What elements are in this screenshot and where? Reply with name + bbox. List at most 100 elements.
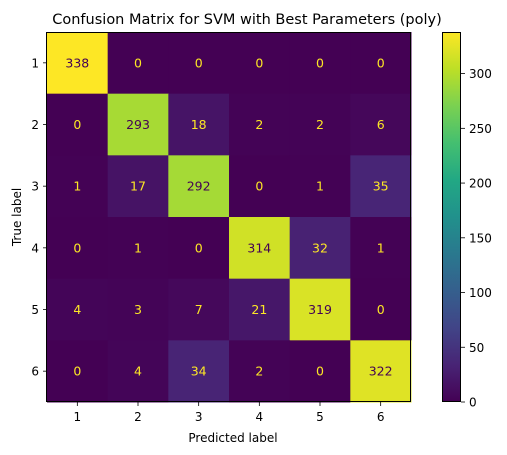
heatmap-cell [107,155,169,218]
x-tick-label: 5 [316,410,324,424]
cell-value-label: 338 [65,55,89,70]
y-tick-label: 5 [31,303,39,317]
cell-value-label: 1 [377,240,385,255]
cell-value-label: 2 [255,364,263,379]
cell-value-label: 0 [316,364,324,379]
heatmap-cell [229,217,291,280]
heatmap-cell [229,32,291,95]
cell-value-label: 1 [316,179,324,194]
x-tick-label: 4 [256,410,264,424]
chart-title: Confusion Matrix for SVM with Best Param… [52,12,441,28]
cell-value-label: 0 [73,240,81,255]
x-tick-label: 3 [195,410,203,424]
heatmap-cell [47,155,109,218]
cell-value-label: 4 [73,302,81,317]
cell-value-label: 0 [134,55,142,70]
cell-value-label: 0 [255,179,263,194]
colorbar-tick-label: 250 [469,122,492,136]
cell-value-label: 18 [191,117,207,132]
heatmap-cell [350,217,412,280]
cell-value-label: 0 [377,55,385,70]
y-axis-ticks: 1 2 3 4 5 6 [31,56,47,379]
x-tick-label: 6 [377,410,385,424]
cell-value-label: 0 [195,240,203,255]
cell-value-label: 35 [373,179,389,194]
cell-value-label: 0 [73,117,81,132]
heatmap-cell [350,340,412,403]
heatmap-cell [47,340,109,403]
heatmap-cell [289,93,351,156]
heatmap-cell [350,32,412,95]
y-tick-label: 2 [31,118,39,132]
cell-value-label: 17 [130,179,146,194]
cell-value-label: 6 [377,117,385,132]
colorbar-frame [442,32,461,402]
heatmap-cell [350,278,412,341]
heatmap-cell [168,93,230,156]
heatmap-cell [229,340,291,403]
colorbar-ticks: 0 50 100 150 200 250 300 [461,67,492,410]
heatmap-cell [229,93,291,156]
heatmap-cell [47,93,109,156]
heatmap-cell [107,340,169,403]
heatmap-cell [289,155,351,218]
cell-value-label: 3 [134,302,142,317]
heatmap-cell [107,217,169,280]
heatmap-cell [289,217,351,280]
y-axis-label: True label [10,188,24,247]
cell-value-label: 2 [316,117,324,132]
cell-value-label: 7 [195,302,203,317]
heatmap-cell [168,217,230,280]
cell-value-label: 292 [187,179,211,194]
heatmap-cell [289,32,351,95]
cell-value-label: 21 [251,302,267,317]
heatmap-cell [229,155,291,218]
heatmap-cell [289,278,351,341]
plot-frame [46,32,411,402]
cell-value-label: 0 [195,55,203,70]
x-tick-label: 2 [134,410,142,424]
cell-value-label: 314 [247,240,271,255]
heatmap-cell [168,278,230,341]
heatmap-cell [350,93,412,156]
x-axis-ticks: 1 2 3 4 5 6 [74,402,385,424]
colorbar-tick-label: 150 [469,231,492,245]
heatmap-cell-labels: 338 0 0 0 0 0 0 293 18 2 2 6 1 17 292 0 1 35 0 1 0 314 32 1 4 3 7 2… [65,55,392,378]
cell-value-label: 322 [369,364,393,379]
heatmap-cells [47,32,412,403]
cell-value-label: 34 [191,364,207,379]
colorbar [442,32,461,402]
cell-value-label: 0 [377,302,385,317]
colorbar-tick-label: 50 [469,341,484,355]
heatmap-cell [168,155,230,218]
cell-value-label: 1 [73,179,81,194]
x-tick-label: 1 [74,410,82,424]
heatmap-cell [47,278,109,341]
heatmap-cell [47,32,109,95]
heatmap-cell [107,93,169,156]
y-tick-label: 6 [31,365,39,379]
cell-value-label: 319 [308,302,332,317]
y-tick-label: 4 [31,241,39,255]
heatmap-cell [168,340,230,403]
cell-value-label: 0 [316,55,324,70]
heatmap-cell [289,340,351,403]
colorbar-tick-label: 300 [469,67,492,81]
heatmap-cell [168,32,230,95]
heatmap-cell [350,155,412,218]
cell-value-label: 4 [134,364,142,379]
cell-value-label: 0 [255,55,263,70]
heatmap-cell [229,278,291,341]
y-tick-label: 1 [31,56,39,70]
cell-value-label: 32 [312,240,328,255]
x-axis-label: Predicted label [188,431,277,445]
colorbar-tick-label: 100 [469,286,492,300]
y-tick-label: 3 [31,180,39,194]
heatmap-cell [107,278,169,341]
heatmap-cell [107,32,169,95]
cell-value-label: 0 [73,364,81,379]
colorbar-tick-label: 0 [469,396,477,410]
heatmap-cell [47,217,109,280]
